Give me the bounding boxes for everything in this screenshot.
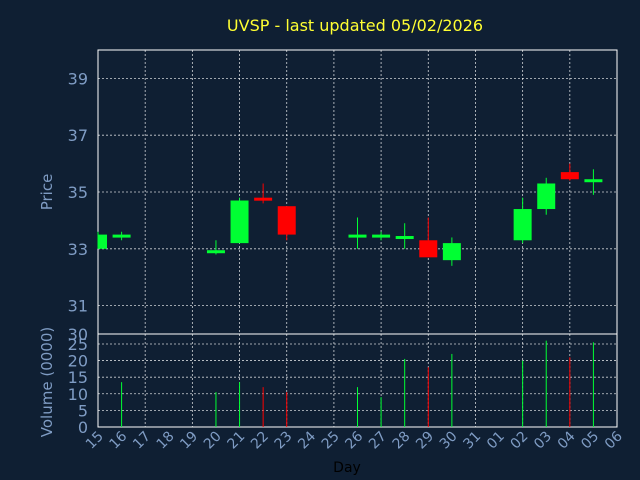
candles bbox=[97, 163, 603, 266]
x-tick-label: 27 bbox=[366, 429, 390, 453]
volume-tick-label: 25 bbox=[68, 335, 88, 354]
volume-tick-label: 0 bbox=[78, 418, 88, 437]
candle-body bbox=[254, 197, 273, 201]
x-ticks: 15 16 17 18 19 20 21 22 23 24 25 26 27 28 29 30 31 01 02 03… bbox=[83, 428, 626, 452]
candle-body bbox=[560, 172, 579, 180]
chart-title: UVSP - last updated 05/02/2026 bbox=[227, 16, 483, 35]
price-axis-label: Price bbox=[38, 174, 56, 211]
x-tick-label: 25 bbox=[319, 429, 343, 453]
x-tick-label: 05 bbox=[578, 429, 602, 453]
candle-body bbox=[277, 206, 296, 235]
candle-body bbox=[206, 250, 225, 254]
x-tick-label: 01 bbox=[484, 429, 508, 453]
candle-body bbox=[372, 234, 391, 238]
candle-body bbox=[395, 236, 414, 240]
candle-body bbox=[513, 209, 532, 241]
x-tick-label: 22 bbox=[248, 429, 272, 453]
x-tick-label: 24 bbox=[295, 428, 319, 452]
volume-tick-label: 20 bbox=[68, 352, 88, 371]
volume-bars bbox=[121, 340, 594, 427]
x-tick-label: 19 bbox=[177, 429, 201, 453]
volume-axis-label: Volume (0000) bbox=[38, 327, 56, 437]
candle-body bbox=[442, 243, 461, 261]
x-axis-label: Day bbox=[333, 460, 361, 476]
x-tick-label: 31 bbox=[460, 429, 484, 453]
volume-tick-label: 15 bbox=[68, 368, 88, 387]
x-tick-label: 03 bbox=[531, 429, 555, 453]
candle-body bbox=[348, 234, 367, 238]
price-tick-label: 33 bbox=[68, 240, 88, 259]
x-tick-label: 28 bbox=[390, 429, 414, 453]
candle-body bbox=[537, 183, 556, 210]
x-tick-label: 16 bbox=[106, 428, 130, 452]
volume-tick-label: 10 bbox=[68, 385, 88, 404]
x-tick-label: 30 bbox=[437, 429, 461, 453]
candle-body bbox=[230, 200, 249, 244]
candle-body bbox=[112, 234, 131, 238]
price-tick-label: 39 bbox=[68, 69, 88, 88]
x-tick-label: 21 bbox=[224, 429, 248, 453]
price-tick-label: 37 bbox=[68, 126, 88, 145]
x-tick-label: 26 bbox=[342, 428, 366, 452]
candle-body bbox=[419, 240, 438, 258]
price-tick-label: 31 bbox=[68, 297, 88, 316]
x-tick-label: 18 bbox=[154, 429, 178, 453]
price-tick-label: 30 bbox=[68, 325, 88, 344]
x-tick-label: 06 bbox=[602, 428, 626, 452]
price-tick-label: 35 bbox=[68, 183, 88, 202]
x-tick-label: 17 bbox=[130, 429, 154, 453]
candle-body bbox=[584, 179, 603, 183]
candle-body bbox=[98, 234, 107, 249]
x-tick-label: 29 bbox=[413, 429, 437, 453]
volume-tick-label: 5 bbox=[78, 401, 88, 420]
x-tick-label: 02 bbox=[508, 429, 532, 453]
price-y-ticks: 31 33 35 37 39 30 bbox=[68, 69, 88, 344]
x-tick-label: 20 bbox=[201, 429, 225, 453]
x-tick-label: 04 bbox=[555, 428, 579, 452]
x-tick-label: 23 bbox=[272, 429, 296, 453]
